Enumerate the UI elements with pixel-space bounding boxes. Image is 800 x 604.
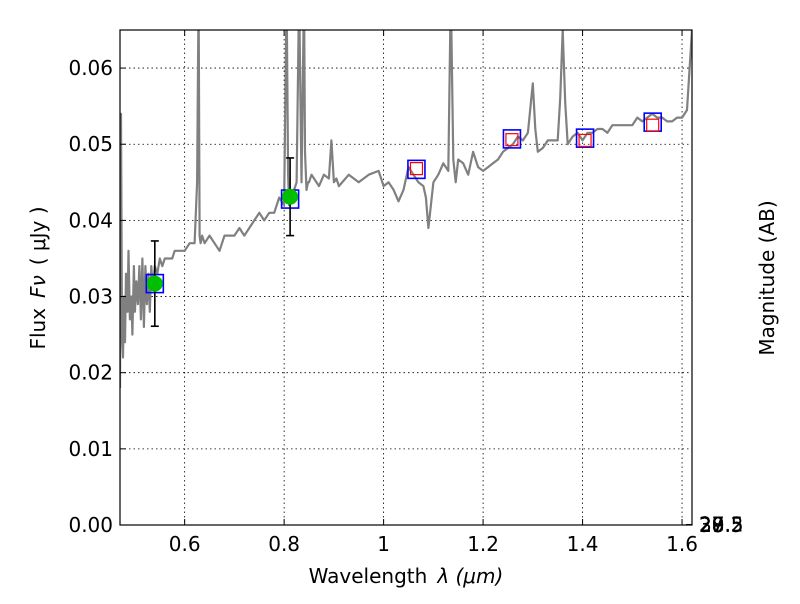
x-axis-title: Wavelength λ (μm) — [309, 564, 504, 588]
y-axis-title: Flux Fν ( μJy ) — [26, 206, 50, 349]
y-tick-label: 0.04 — [68, 208, 113, 232]
marker-layer — [145, 112, 663, 328]
x-axis-title-math: λ (μm) — [436, 564, 503, 588]
y-axis-title-text: Flux — [26, 308, 50, 350]
model-point-red-square — [646, 118, 660, 132]
model-point-red-square — [578, 133, 592, 148]
x-tick-label: 0.8 — [268, 532, 300, 556]
x-tick-label: 1.2 — [467, 532, 499, 556]
y-tick-label: 0.03 — [68, 285, 113, 309]
y-tick-label: 0.02 — [68, 361, 113, 385]
observed-point-green-circle — [282, 188, 299, 205]
spectrum-line — [120, 30, 692, 388]
y2-tick-label: 30 — [699, 513, 724, 537]
y-tick-label: 0.00 — [68, 513, 113, 537]
y-tick-label: 0.01 — [68, 437, 113, 461]
model-point-blue-square — [575, 128, 595, 148]
model-point-blue-square — [502, 129, 522, 149]
x-tick-label: 1 — [377, 532, 390, 556]
y2-tick-label: 27 — [699, 513, 724, 537]
model-point-red-square — [409, 162, 424, 176]
y2-tick-label: 27.2 — [699, 513, 744, 537]
y-axis-title-unit: ( μJy ) — [26, 206, 50, 265]
data-layer — [120, 30, 692, 388]
x-tick-label: 1.4 — [567, 532, 599, 556]
y2-tick-label: 27.5 — [699, 513, 744, 537]
observed-point-green-circle — [146, 275, 163, 292]
x-tick-label: 0.6 — [169, 532, 201, 556]
y2-tick-label: 29 — [699, 513, 724, 537]
y2-tick-label: 28 — [699, 513, 724, 537]
grid-lines — [120, 30, 692, 526]
tick-layer: 0.6 0.8 1 1.2 1.4 1.6 0.00 0.01 0.02 0.03 0.04 0.05… — [68, 30, 744, 556]
model-point-blue-square — [407, 159, 426, 180]
y2-axis-title: Magnitude (AB) — [755, 200, 779, 355]
x-axis-title-text: Wavelength — [309, 564, 428, 588]
model-point-red-square — [505, 133, 519, 147]
plot-frame — [119, 29, 693, 526]
y2-tick-label: 28.5 — [699, 513, 744, 537]
y-axis-title-math: Fν — [26, 275, 50, 298]
y-tick-label: 0.05 — [68, 132, 113, 156]
x-tick-label: 1.6 — [666, 532, 698, 556]
y-tick-label: 0.06 — [68, 56, 113, 80]
